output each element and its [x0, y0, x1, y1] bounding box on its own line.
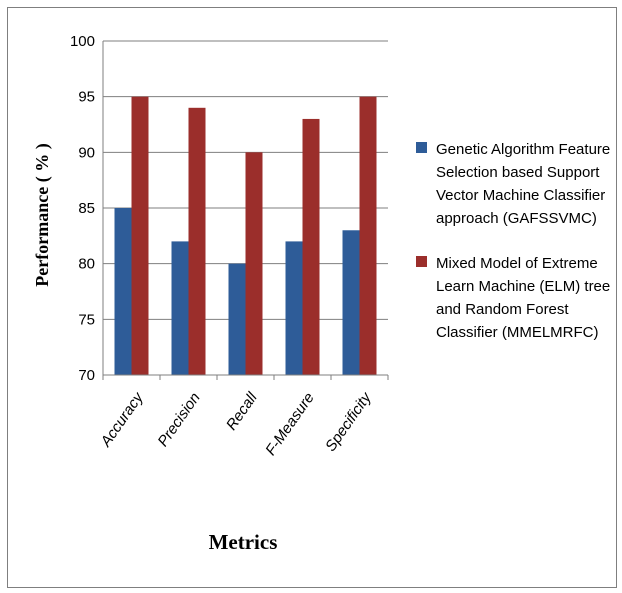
y-tick-labels: 70 75 80 85 90 95 100: [70, 33, 95, 384]
y-tick-80: 80: [78, 256, 95, 273]
x-tick-f-measure: F-Measure: [262, 390, 318, 459]
bar-specificity-series-1: [342, 230, 360, 375]
bar-accuracy-series-2: [131, 96, 149, 376]
legend-swatch-mmelmrfc: [416, 256, 427, 267]
legend: Genetic Algorithm Feature Selection base…: [416, 138, 616, 366]
bar-precision-series-1: [171, 241, 189, 375]
y-tick-90: 90: [78, 144, 95, 161]
y-tick-75: 75: [78, 311, 95, 328]
legend-swatch-gafssvmc: [416, 142, 427, 153]
bar-recall-series-1: [228, 263, 246, 375]
x-tick-precision: Precision: [154, 390, 203, 450]
y-tick-100: 100: [70, 33, 95, 50]
y-tick-70: 70: [78, 367, 95, 384]
bar-f-measure-series-1: [285, 241, 303, 375]
axes: [102, 41, 389, 380]
legend-label-mmelmrfc: Mixed Model of Extreme Learn Machine (EL…: [436, 255, 611, 341]
bar-precision-series-2: [188, 107, 206, 376]
x-tick-recall: Recall: [223, 389, 261, 433]
x-category-labels: Accuracy Precision Recall F-Measure Specific…: [97, 388, 376, 458]
legend-label-gafssvmc: Genetic Algorithm Feature Selection base…: [436, 141, 611, 227]
chart-frame: 70 75 80 85 90 95 100 Accuracy Precision Recall F…: [7, 7, 617, 588]
y-axis-title: Performance ( % ): [32, 143, 53, 286]
bar-accuracy-series-1: [114, 208, 132, 375]
y-tick-85: 85: [78, 200, 95, 217]
legend-item-gafssvmc: Genetic Algorithm Feature Selection base…: [416, 138, 616, 230]
legend-item-mmelmrfc: Mixed Model of Extreme Learn Machine (EL…: [416, 252, 616, 344]
x-tick-accuracy: Accuracy: [97, 388, 148, 450]
bar-chart: 70 75 80 85 90 95 100 Accuracy Precision Recall F…: [32, 33, 389, 554]
bar-specificity-series-2: [359, 96, 377, 376]
x-axis-title: Metrics: [209, 530, 278, 554]
y-tick-95: 95: [78, 89, 95, 106]
bar-f-measure-series-2: [302, 118, 320, 375]
x-tick-specificity: Specificity: [322, 388, 376, 454]
bars: [114, 96, 377, 376]
bar-recall-series-2: [245, 152, 263, 375]
